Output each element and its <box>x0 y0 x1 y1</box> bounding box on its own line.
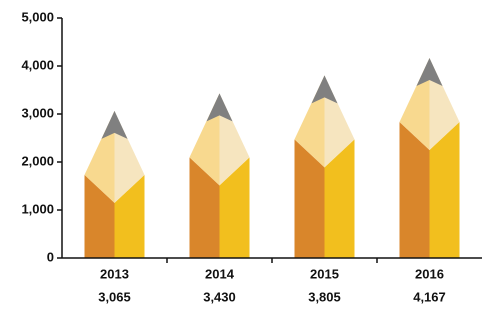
x-tick-label: 2016 <box>415 266 444 281</box>
value-label: 3,805 <box>308 289 341 304</box>
y-tick-label: 3,000 <box>21 105 54 120</box>
x-tick-label: 2013 <box>100 266 129 281</box>
x-tick-label: 2015 <box>310 266 339 281</box>
x-tick-label: 2014 <box>205 266 235 281</box>
y-tick-label: 4,000 <box>21 57 54 72</box>
y-tick-label: 0 <box>47 249 54 264</box>
value-label: 3,430 <box>203 289 236 304</box>
value-label: 4,167 <box>413 289 446 304</box>
y-tick-label: 1,000 <box>21 201 54 216</box>
y-tick-label: 5,000 <box>21 9 54 24</box>
chart: 0 1,000 2,000 3,000 4,000 5,000 2013 3,065 2014 3… <box>0 0 482 311</box>
value-label: 3,065 <box>98 289 131 304</box>
y-tick-label: 2,000 <box>21 153 54 168</box>
